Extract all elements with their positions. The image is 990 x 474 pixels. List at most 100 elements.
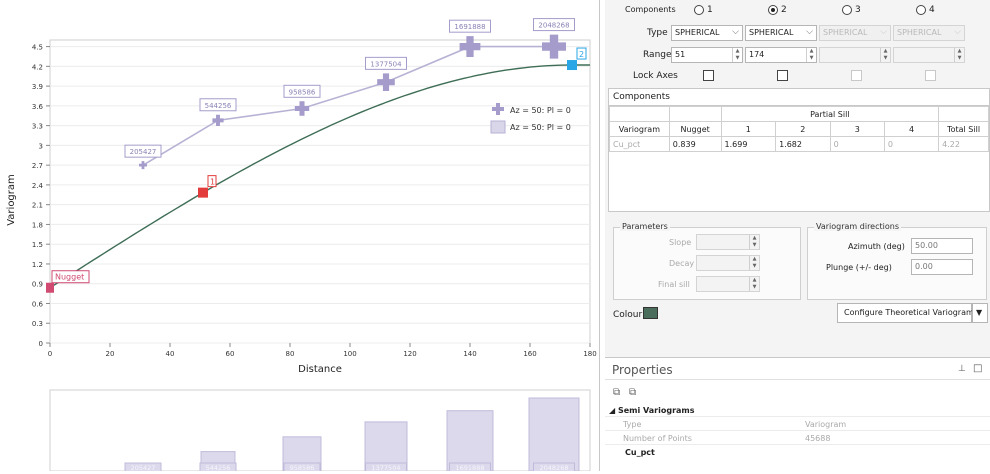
spin-arrows-icon[interactable]: ▲ ▼ <box>806 48 816 62</box>
range-marker-2-label: 2 <box>576 47 587 60</box>
bar-label: 2048268 <box>540 464 569 471</box>
experimental-point[interactable] <box>139 161 147 170</box>
x-tick-label: 20 <box>106 350 115 358</box>
legend-item-model: Az = 50: Pl = 0 <box>490 120 571 134</box>
experimental-point[interactable] <box>377 73 395 91</box>
y-tick-label: 1.8 <box>32 221 43 229</box>
column-header[interactable]: 4 <box>883 121 940 137</box>
y-tick-label: 0.9 <box>32 281 43 289</box>
pin-icon[interactable]: ⊥ <box>958 364 966 374</box>
pair-count-bar[interactable] <box>528 397 580 472</box>
components-grid-title: Components <box>609 89 989 106</box>
collapse-triangle-icon[interactable]: ◢ <box>609 406 616 415</box>
paste-icon[interactable]: ⧉ <box>629 387 637 398</box>
lock-axes-checkbox-2[interactable] <box>777 70 788 81</box>
component-radio-4[interactable] <box>916 5 926 15</box>
components-label: Components <box>625 5 676 14</box>
range-input-1[interactable]: 51 ▲ ▼ <box>671 47 743 63</box>
experimental-point[interactable] <box>459 36 481 57</box>
type-label: Type <box>647 28 668 38</box>
spin-arrows-icon: ▲ ▼ <box>749 235 759 249</box>
property-item-cu-pct[interactable]: Cu_pct <box>625 448 655 457</box>
column-header[interactable]: Variogram <box>609 121 670 137</box>
column-header[interactable]: Total Sill <box>938 121 989 137</box>
colour-label: Colour <box>613 310 643 320</box>
lock-axes-label: Lock Axes <box>633 71 678 81</box>
experimental-point[interactable] <box>212 114 224 126</box>
chevron-down-icon: ⌵ <box>806 27 813 37</box>
chevron-down-icon: ⌵ <box>954 27 961 37</box>
point-label-box <box>124 144 162 158</box>
properties-title: Properties <box>605 358 990 380</box>
range-input-2[interactable]: 174 ▲ ▼ <box>745 47 817 63</box>
component-radio-2[interactable] <box>768 5 778 15</box>
model-curve <box>49 64 590 289</box>
final-sill-input: ▲ ▼ <box>696 276 760 292</box>
type-select-1[interactable]: SPHERICAL ⌵ <box>671 25 743 41</box>
colour-swatch[interactable] <box>643 307 658 319</box>
type-select-2[interactable]: SPHERICAL ⌵ <box>745 25 817 41</box>
column-header[interactable]: 1 <box>720 121 777 137</box>
maximize-icon[interactable]: □ <box>973 363 983 374</box>
column-header[interactable]: Nugget <box>668 121 722 137</box>
properties-pane: Properties ⊥ □ ⧉ ⧉ ◢ Semi Variograms Typ… <box>605 357 990 471</box>
type-select-3: SPHERICAL ⌵ <box>819 25 891 41</box>
y-tick-label: 3.3 <box>32 123 43 131</box>
spin-arrows-icon: ▲ ▼ <box>880 48 890 62</box>
type-select-4: SPHERICAL ⌵ <box>893 25 965 41</box>
partial-sill-4-cell: 0 <box>883 136 940 152</box>
point-label-box <box>199 98 237 112</box>
experimental-line <box>142 45 554 166</box>
spin-arrows-icon: ▲ ▼ <box>749 277 759 291</box>
variogram-cell[interactable]: Cu_pct <box>609 136 670 152</box>
lock-axes-checkbox-3 <box>851 70 862 81</box>
bar-label: 205427 <box>131 464 156 471</box>
lock-axes-checkbox-1[interactable] <box>703 70 714 81</box>
x-tick-label: 160 <box>523 350 536 358</box>
partial-sill-2-cell[interactable]: 1.682 <box>775 136 831 152</box>
copy-icon[interactable]: ⧉ <box>613 387 621 398</box>
property-row-type[interactable]: Type Variogram <box>605 418 990 431</box>
plunge-input[interactable]: 0.00 <box>911 259 973 275</box>
column-header[interactable]: 3 <box>829 121 885 137</box>
components-table[interactable]: Partial Sill Variogram Nugget 1 2 3 4 To… <box>609 106 989 152</box>
bar-label: 544256 <box>206 464 231 471</box>
point-label: 544256 <box>205 102 232 110</box>
point-label: 205427 <box>130 148 157 156</box>
configure-theoretical-variogram-button[interactable]: Configure Theoretical Variogram <box>837 303 974 323</box>
point-label: 1691888 <box>454 23 485 31</box>
lock-axes-checkbox-4 <box>925 70 936 81</box>
y-tick-label: 3 <box>39 142 43 150</box>
component-radio-3-label: 3 <box>855 5 861 15</box>
nugget-cell[interactable]: 0.839 <box>668 136 722 152</box>
svg-text:Nugget: Nugget <box>55 273 84 282</box>
partial-sill-1-cell[interactable]: 1.699 <box>720 136 777 152</box>
experimental-point[interactable] <box>294 101 310 116</box>
range-marker-1[interactable] <box>198 187 208 198</box>
point-label: 2048268 <box>538 22 569 30</box>
range-marker-1-label: 1 <box>207 175 217 188</box>
point-label-box <box>533 18 575 32</box>
svg-text:2: 2 <box>579 50 584 59</box>
total-sill-cell: 4.22 <box>938 136 989 152</box>
azimuth-input[interactable]: 50.00 <box>911 238 973 254</box>
component-radio-1[interactable] <box>694 5 704 15</box>
property-row-number-of-points[interactable]: Number of Points 45688 <box>605 432 990 445</box>
x-axis-label: Distance <box>298 364 342 375</box>
nugget-marker[interactable] <box>46 282 54 293</box>
experimental-point[interactable] <box>542 34 566 59</box>
component-radio-3[interactable] <box>842 5 852 15</box>
range-input-3: ▲ ▼ <box>819 47 891 63</box>
spin-arrows-icon[interactable]: ▲ ▼ <box>732 48 742 62</box>
components-grid: Components Partial Sill Variogram Nugget… <box>608 88 990 212</box>
point-label-box <box>449 19 491 33</box>
range-marker-2[interactable] <box>567 60 577 71</box>
variogram-chart[interactable]: 0 0.3 0.6 0.9 1.2 1.5 1.8 2.1 2.4 2.7 3 3.3 3.6 3.9 4.… <box>0 0 600 474</box>
x-tick-label: 80 <box>286 350 295 358</box>
table-row[interactable]: Cu_pct 0.839 1.699 1.682 0 0 4.22 <box>609 136 989 152</box>
pair-count-bar[interactable] <box>446 410 494 472</box>
semi-variograms-section[interactable]: ◢ Semi Variograms <box>605 404 990 417</box>
svg-text:1: 1 <box>210 178 215 187</box>
column-header[interactable]: 2 <box>775 121 831 137</box>
configure-menu-button[interactable]: ▼ <box>972 303 988 323</box>
